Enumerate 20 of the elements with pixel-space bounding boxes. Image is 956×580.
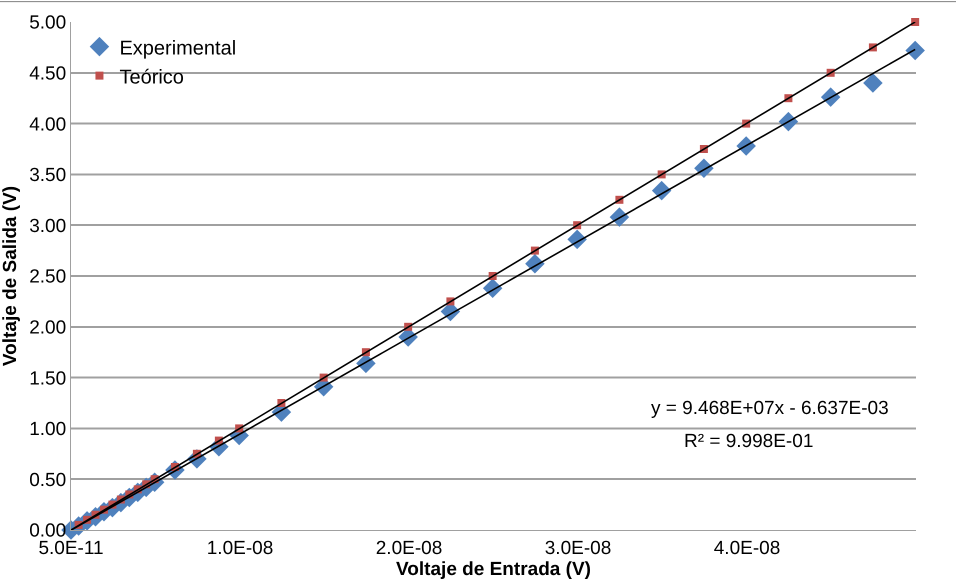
annotation: y = 9.468E+07x - 6.637E-03 [651, 398, 889, 419]
x-axis-title: Voltaje de Entrada (V) [396, 558, 591, 580]
legend-label: Experimental [119, 37, 236, 60]
x-tick-label: 3.0E-08 [544, 538, 612, 559]
y-tick-label: 4.50 [29, 63, 66, 84]
y-tick-label: 2.50 [29, 266, 66, 288]
y-tick-label: 2.00 [29, 317, 66, 338]
y-tick-label: 4.00 [29, 114, 66, 136]
y-tick-label: 1.00 [29, 419, 66, 440]
y-tick-label: 5.00 [29, 12, 66, 34]
x-tick-label: 1.0E-08 [206, 538, 274, 559]
y-axis-title: Voltaje de Salida (V) [0, 186, 21, 366]
legend-label: Teórico [119, 66, 184, 88]
x-tick-label: 4.0E-08 [714, 538, 780, 559]
annotation: R² = 9.998E-01 [684, 431, 814, 452]
y-tick-label: 3.00 [29, 216, 66, 237]
y-tick-label: 1.50 [29, 368, 66, 390]
y-tick-label: 3.50 [29, 165, 66, 186]
x-tick-label: 2.0E-08 [376, 538, 442, 559]
y-tick-label: 0.50 [29, 470, 66, 491]
